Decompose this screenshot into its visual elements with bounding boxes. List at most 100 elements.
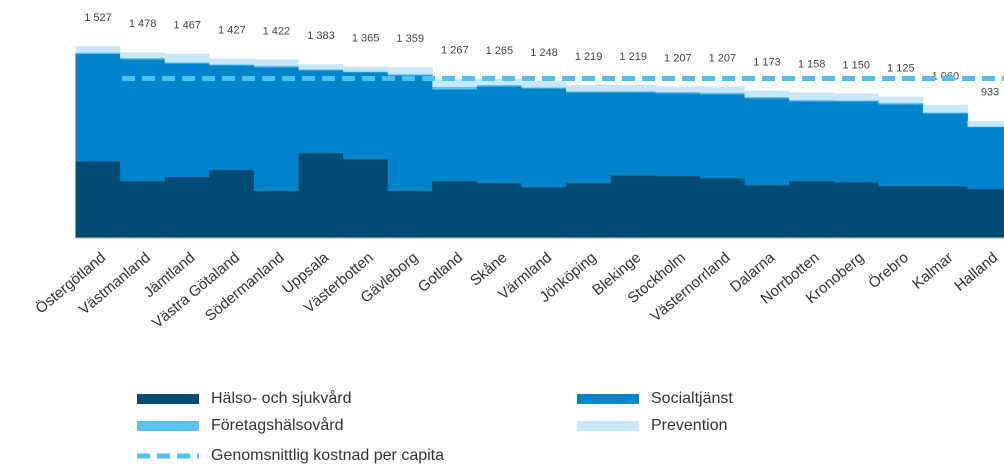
legend-swatch <box>577 421 639 431</box>
x-tick-label: Halland <box>951 249 1001 295</box>
bar-segment <box>878 102 924 105</box>
total-label: 1 248 <box>530 47 558 59</box>
bar-segment <box>164 63 210 178</box>
bar-segment <box>922 104 968 113</box>
bar-segment <box>655 92 701 94</box>
bar-segment <box>878 186 924 238</box>
bar-segment <box>699 178 745 238</box>
total-label: 1 478 <box>129 18 157 30</box>
bar-segment <box>744 98 790 186</box>
bar-segment <box>209 58 255 65</box>
total-label: 1 422 <box>263 25 291 37</box>
bar-segment <box>833 100 879 102</box>
bar-segment <box>164 53 210 63</box>
bar-segment <box>789 100 835 102</box>
bar-segment <box>655 176 701 238</box>
total-label: 1 207 <box>709 52 737 64</box>
bar-segment <box>833 182 879 238</box>
bar-segment <box>610 91 656 93</box>
bar-segment <box>833 101 879 183</box>
bar-segment <box>566 183 612 238</box>
total-label: 1 173 <box>753 57 781 69</box>
total-label: 1 150 <box>842 59 870 71</box>
bar-segment <box>343 71 389 73</box>
total-label: 1 359 <box>396 33 424 45</box>
bar-segment <box>343 66 389 72</box>
bar-segment <box>521 187 567 238</box>
bar-segment <box>610 84 656 92</box>
bar-segment <box>387 75 433 192</box>
bar-segment <box>432 78 478 87</box>
x-tick-label: Västernorrland <box>647 249 733 325</box>
bar-segment <box>75 161 121 238</box>
bar-segment <box>878 104 924 187</box>
bar-segment <box>922 186 968 238</box>
legend-label: Företagshälsovård <box>211 416 344 434</box>
total-label: 1 365 <box>352 32 380 44</box>
bar-segment <box>789 101 835 182</box>
bar-segment <box>476 79 522 85</box>
bar-segment <box>566 91 612 93</box>
bar-segment <box>164 62 210 64</box>
bar-segment <box>209 65 255 171</box>
bar-segment <box>789 92 835 101</box>
total-label: 1 427 <box>218 25 246 37</box>
bar-segment <box>343 72 389 160</box>
total-label: 1 125 <box>887 63 915 75</box>
bar-segment <box>253 65 299 68</box>
bar-segment <box>343 159 389 238</box>
x-tick-label: Gotland <box>415 249 466 296</box>
bar-segment <box>967 189 1004 238</box>
x-tick-label: Örebro <box>865 248 912 292</box>
bar-segment <box>75 52 121 54</box>
bar-segment <box>164 177 210 238</box>
bar-segment <box>744 185 790 238</box>
bar-segment <box>75 46 121 53</box>
bar-segment <box>610 175 656 238</box>
bar-segment <box>833 93 879 101</box>
bar-segment <box>967 127 1004 190</box>
bar-segment <box>298 153 344 238</box>
bar-segment <box>387 67 433 75</box>
bar-segment <box>744 90 790 97</box>
bar-segment <box>521 88 567 188</box>
total-label: 1 467 <box>173 20 201 32</box>
bar-segment <box>432 86 478 90</box>
bar-segment <box>432 89 478 182</box>
bar-segment <box>209 170 255 238</box>
bar-segment <box>521 87 567 89</box>
bar-segment <box>253 191 299 238</box>
total-label: 1 219 <box>619 51 647 63</box>
bar-segment <box>476 84 522 87</box>
bar-segment <box>253 59 299 66</box>
bar-segment <box>298 64 344 70</box>
bar-segment <box>655 86 701 93</box>
total-label: 1 207 <box>664 52 692 64</box>
bar-segment <box>253 67 299 192</box>
bar-segment <box>75 53 121 162</box>
bar-segment <box>387 74 433 76</box>
legend-swatch <box>137 421 199 431</box>
bar-segment <box>387 191 433 238</box>
bar-segment <box>967 120 1004 127</box>
total-label: 1 527 <box>84 12 112 24</box>
total-label: 1 219 <box>575 51 603 63</box>
legend-label: Prevention <box>651 417 728 434</box>
bar-segment <box>298 70 344 154</box>
bar-segment <box>699 94 745 179</box>
bar-segment <box>922 113 968 187</box>
bar-segment <box>566 84 612 92</box>
total-label: 1 265 <box>486 45 514 57</box>
legend-swatch <box>577 394 639 404</box>
bar-segment <box>878 96 924 103</box>
bar-segment <box>699 86 745 93</box>
bar-segment <box>967 126 1004 128</box>
bar-segment <box>120 181 166 238</box>
bar-segment <box>209 64 255 66</box>
bar-segment <box>120 57 166 60</box>
bar-segment <box>432 181 478 238</box>
bar-segment <box>521 81 567 88</box>
x-tick-label: Kalmar <box>909 249 956 293</box>
legend-label: Socialtjänst <box>651 390 733 407</box>
